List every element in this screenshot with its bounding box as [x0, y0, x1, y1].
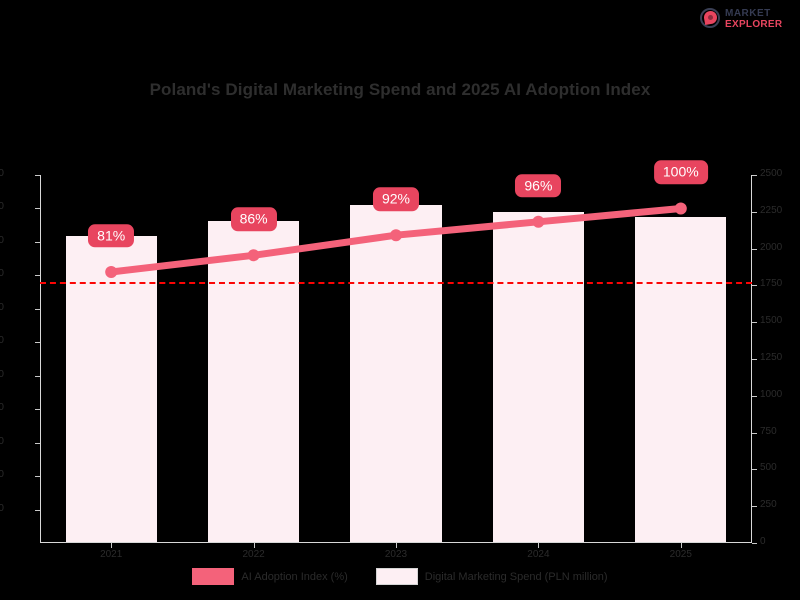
x-tick-label-2025: 2025 [669, 549, 692, 560]
brand-name-primary: MARKET [725, 7, 771, 19]
left-tick-mark [35, 308, 40, 310]
x-tick-mark [538, 543, 540, 548]
bar-2025[interactable] [635, 216, 727, 542]
right-tick-label: 2000 [760, 241, 783, 253]
trend-point-2022[interactable] [247, 249, 260, 262]
line-series-layer [105, 202, 687, 278]
left-tick-mark [35, 342, 40, 344]
trend-point-markers [105, 202, 687, 278]
brand-logo-text: MARKET EXPLORER [725, 7, 783, 30]
left-tick-mark [35, 409, 40, 411]
trend-point-2025[interactable] [674, 202, 687, 215]
right-tick-mark [752, 322, 757, 324]
right-tick-mark [752, 175, 757, 176]
right-tick-label: 1000 [760, 388, 783, 400]
reference-line [40, 282, 752, 285]
brand-logo: MARKET EXPLORER [700, 4, 792, 34]
x-tick-label-2022: 2022 [242, 549, 265, 560]
legend-label-bar: Digital Marketing Spend (PLN million) [424, 570, 608, 583]
x-tick-mark [680, 543, 682, 548]
left-tick-label: 70 [0, 301, 4, 313]
left-tick-mark [35, 241, 40, 243]
right-axis-line [751, 175, 752, 543]
right-tick-mark [752, 432, 757, 434]
x-tick-label-2024: 2024 [527, 549, 550, 560]
legend-item-bar[interactable]: Digital Marketing Spend (PLN million) [375, 568, 608, 585]
x-tick-label-2021: 2021 [100, 549, 123, 560]
chart-title: Poland's Digital Marketing Spend and 202… [149, 80, 651, 99]
right-tick-mark [752, 395, 757, 397]
left-tick-label: 50 [0, 368, 4, 380]
left-tick-label: 10 [0, 502, 4, 514]
left-axis-line [40, 175, 41, 543]
x-tick-label-2023: 2023 [384, 549, 408, 560]
right-tick-label: 0 [760, 536, 766, 547]
bar-2022[interactable] [208, 221, 300, 542]
data-label-2023: 92% [372, 187, 420, 211]
legend-swatch-line-icon [192, 568, 235, 585]
left-tick-label: 30 [0, 435, 4, 447]
right-tick-mark [752, 248, 757, 250]
right-tick-mark [752, 359, 757, 360]
data-label-2021: 81% [88, 224, 135, 248]
plot-area: 110100908070605040302010 250022502000175… [0, 160, 782, 560]
left-tick-mark [35, 275, 40, 277]
left-tick-label: 100 [0, 201, 4, 213]
chart-legend: AI Adoption Index (%) Digital Marketing … [0, 568, 800, 585]
trend-point-2021[interactable] [105, 266, 118, 278]
left-tick-label: 90 [0, 234, 4, 246]
trend-point-2023[interactable] [390, 229, 402, 242]
bar-2023[interactable] [350, 204, 442, 542]
bottom-axis-line [40, 542, 752, 543]
right-tick-label: 750 [760, 425, 777, 437]
x-tick-mark [253, 543, 255, 548]
legend-label-line: AI Adoption Index (%) [241, 570, 348, 583]
left-tick-mark [35, 175, 40, 176]
brand-name-secondary: EXPLORER [725, 18, 783, 30]
left-tick-mark [35, 375, 40, 377]
left-tick-mark [35, 208, 40, 210]
left-tick-mark [35, 509, 40, 511]
data-label-2024: 96% [515, 174, 562, 198]
right-tick-label: 1500 [760, 315, 783, 327]
right-tick-label: 1250 [760, 352, 783, 363]
bar-2021[interactable] [65, 235, 157, 542]
x-tick-mark [111, 543, 113, 548]
left-tick-label: 60 [0, 335, 4, 347]
right-tick-label: 2250 [760, 204, 783, 216]
bar-2024[interactable] [492, 212, 584, 542]
right-tick-label: 250 [760, 499, 777, 511]
left-tick-label: 40 [0, 402, 4, 414]
right-tick-mark [752, 506, 757, 508]
right-tick-mark [752, 285, 757, 287]
left-tick-label: 110 [0, 168, 4, 179]
left-tick-label: 20 [0, 469, 4, 481]
right-tick-label: 2500 [760, 168, 783, 179]
flower-circle-icon [700, 8, 722, 30]
right-tick-mark [752, 211, 757, 213]
left-tick-mark [35, 476, 40, 478]
legend-item-line[interactable]: AI Adoption Index (%) [192, 568, 348, 585]
trend-point-2024[interactable] [532, 215, 545, 228]
right-tick-mark [752, 543, 757, 544]
right-tick-mark [752, 469, 757, 471]
x-tick-mark [396, 543, 397, 548]
data-label-2022: 86% [230, 207, 277, 231]
left-tick-mark [35, 442, 40, 444]
legend-swatch-bar-icon [375, 568, 418, 585]
left-tick-label: 80 [0, 268, 4, 280]
right-tick-label: 500 [760, 462, 777, 474]
data-label-2025: 100% [653, 160, 708, 185]
right-tick-label: 1750 [760, 278, 783, 290]
